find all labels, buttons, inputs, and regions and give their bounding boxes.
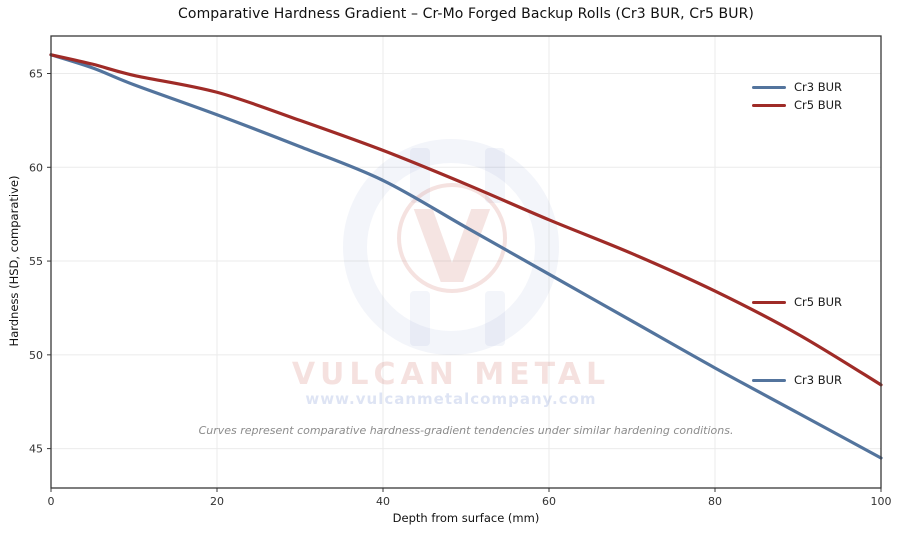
axes-spines-ticks: 0 20 40 60 80 100 45 50 55 60 65 [29, 35, 892, 508]
cr5-line-swatch-icon [752, 103, 786, 107]
curve-label-text-cr3: Cr3 BUR [794, 373, 843, 387]
y-axis-label: Hardness (HSD, comparative) [7, 175, 21, 347]
y-tick-label: 60 [29, 161, 43, 174]
watermark-v-icon: V [413, 189, 490, 306]
x-axis-label: Depth from surface (mm) [392, 511, 540, 525]
watermark-outer-ring-icon [343, 139, 559, 355]
chart-title: Comparative Hardness Gradient – Cr-Mo Fo… [178, 6, 754, 22]
watermark-brand-text: VULCAN METAL [292, 357, 610, 392]
watermark-inner-ring-icon [397, 183, 507, 293]
x-tick-label: 0 [48, 495, 55, 508]
y-tick-label: 45 [29, 443, 43, 456]
curve-label-text-cr5: Cr5 BUR [794, 295, 843, 309]
data-curves [49, 53, 883, 460]
watermark-bar-icon [485, 291, 505, 346]
x-tick-label: 100 [871, 495, 892, 508]
x-tick-label: 20 [210, 495, 224, 508]
legend-label-cr3: Cr3 BUR [794, 80, 843, 94]
curve-cr5-bur [49, 53, 883, 387]
legend-label-cr5: Cr5 BUR [794, 98, 843, 112]
cr5-line-swatch-icon [752, 300, 786, 304]
curve-end-label-cr3: Cr3 BUR [752, 372, 842, 388]
legend-item-cr3: Cr3 BUR [752, 80, 842, 94]
y-tick-label: 65 [29, 68, 43, 81]
x-tick-label: 60 [542, 495, 556, 508]
cr3-line-swatch-icon [752, 85, 786, 89]
curve-end-label-cr5: Cr5 BUR [752, 294, 842, 310]
watermark-bar-icon [410, 291, 430, 346]
watermark: V VULCAN METAL www.vulcanmetalcompany.co… [292, 139, 610, 408]
legend-item-cr5: Cr5 BUR [752, 98, 842, 112]
annotation-text: Curves represent comparative hardness-gr… [198, 424, 734, 437]
x-tick-label: 80 [708, 495, 722, 508]
cr3-line-swatch-icon [752, 378, 786, 382]
watermark-url-text: www.vulcanmetalcompany.com [305, 390, 596, 408]
y-tick-label: 55 [29, 255, 43, 268]
x-tick-label: 40 [376, 495, 390, 508]
y-tick-label: 50 [29, 349, 43, 362]
curve-cr3-bur [49, 53, 883, 460]
legend: Cr3 BUR Cr5 BUR [752, 80, 842, 112]
watermark-bar-icon [485, 148, 505, 203]
